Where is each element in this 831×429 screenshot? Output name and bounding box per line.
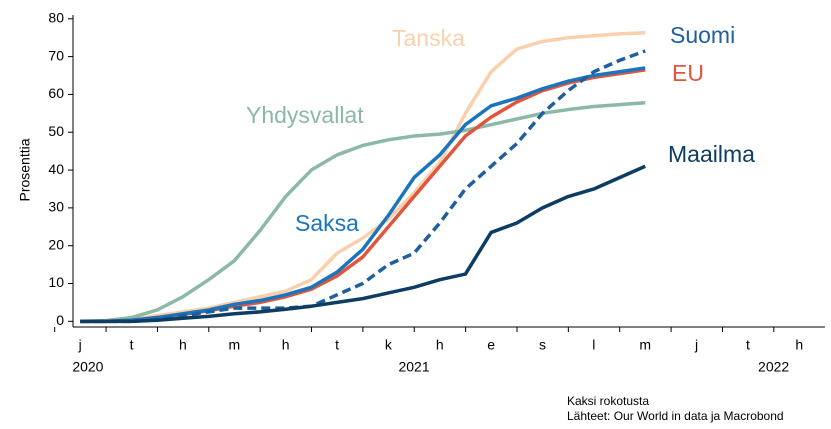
x-tick-label: k (385, 337, 393, 353)
y-tick-label: 30 (48, 199, 64, 215)
x-tick-label: t (746, 337, 750, 353)
x-tick-label: t (130, 337, 134, 353)
y-tick-label: 20 (48, 236, 64, 252)
x-tick-label: e (487, 337, 495, 353)
series-label: Saksa (295, 210, 359, 236)
year-label: 2021 (398, 359, 429, 375)
y-axis-label: Prosenttia (17, 138, 33, 201)
y-tick-label: 0 (56, 312, 64, 328)
series-label: Suomi (670, 22, 735, 48)
series-line (80, 31, 646, 324)
y-tick-label: 70 (48, 47, 64, 63)
y-tick-label: 50 (48, 123, 64, 139)
year-label: 2020 (72, 359, 103, 375)
year-label: 2022 (758, 359, 789, 375)
x-tick-label: l (592, 337, 595, 353)
x-tick-label: h (282, 337, 290, 353)
y-tick-label: 60 (48, 85, 64, 101)
x-tick-label: h (179, 337, 187, 353)
series-label: Tanska (392, 25, 465, 51)
y-tick-label: 40 (48, 161, 64, 177)
series-line (80, 49, 646, 324)
y-tick-label: 10 (48, 274, 64, 290)
x-tick-label: h (795, 337, 803, 353)
series-label: EU (672, 60, 704, 86)
note: Kaksi rokotusta (567, 394, 649, 408)
x-tick-label: t (335, 337, 339, 353)
y-tick-label: 80 (48, 9, 64, 25)
x-tick-label: s (539, 337, 546, 353)
series-line (80, 100, 646, 324)
x-tick-label: h (436, 337, 444, 353)
series-label: Maailma (668, 141, 755, 167)
series-line (80, 66, 646, 324)
x-tick-label: m (639, 337, 651, 353)
note: Lähteet: Our World in data ja Macrobond (567, 409, 784, 423)
x-tick-label: j (78, 337, 82, 353)
x-tick-label: m (228, 337, 240, 353)
x-tick-label: j (694, 337, 698, 353)
series-label: Yhdysvallat (246, 102, 364, 128)
series-line (80, 164, 646, 324)
